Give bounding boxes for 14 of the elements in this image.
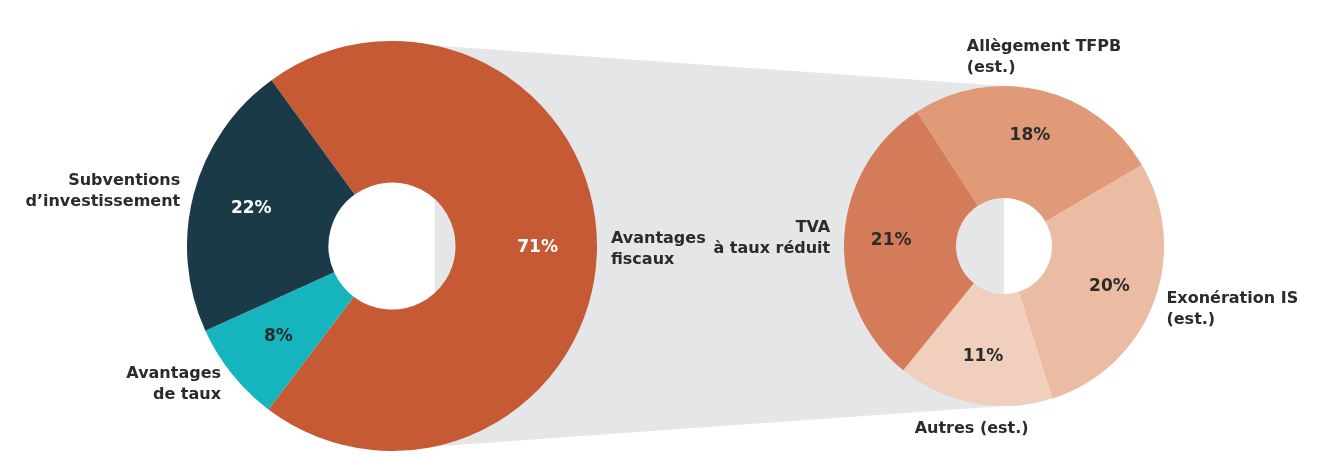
slice-label: TVA à taux réduit — [713, 215, 831, 258]
data-label: 21% — [870, 228, 912, 249]
slice-label: Subventions d’investissement — [25, 169, 181, 212]
slice-label: Avantages de taux — [126, 361, 222, 404]
data-label: 20% — [1089, 274, 1130, 295]
data-label: 11% — [962, 345, 1004, 366]
slice-label: Avantages fiscaux — [610, 227, 706, 270]
slice-label: Exonération IS (est.) — [1166, 287, 1299, 330]
slice-label: Autres (est.) — [914, 416, 1029, 438]
data-label: 71% — [517, 235, 558, 256]
slice-label: Allègement TFPB (est.) — [966, 34, 1122, 77]
data-label: 18% — [1009, 124, 1051, 145]
data-label: 8% — [263, 325, 293, 346]
data-label: 22% — [230, 197, 272, 218]
